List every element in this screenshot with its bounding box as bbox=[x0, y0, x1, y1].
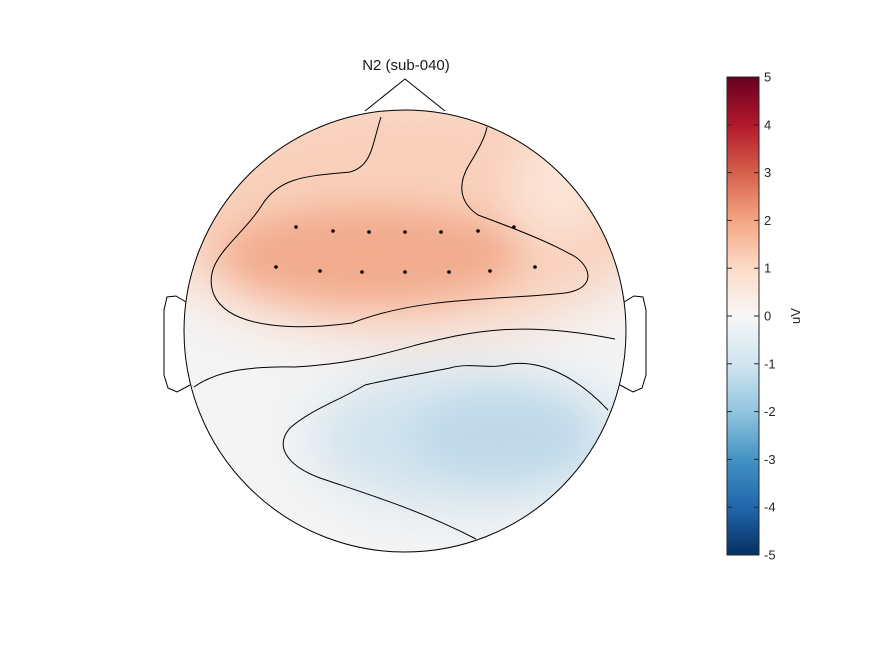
electrode-e13 bbox=[488, 269, 492, 273]
head-outline bbox=[183, 109, 627, 553]
contour-line-neg1uV bbox=[282, 362, 609, 540]
colorbar bbox=[726, 76, 760, 556]
electrode-e3 bbox=[367, 230, 371, 234]
electrode-e4 bbox=[403, 230, 407, 234]
colorbar-ticks: 5 4 3 2 1 0 -1 -2 -3 -4 -5 bbox=[727, 70, 776, 563]
right-frontal-lighter-region bbox=[510, 130, 610, 240]
electrode-e7 bbox=[512, 225, 516, 229]
chart-title: N2 (sub-040) bbox=[362, 57, 450, 74]
colorbar-tick-label: 4 bbox=[764, 117, 771, 132]
contour-line-1uV bbox=[210, 116, 589, 328]
nose-outline bbox=[364, 78, 446, 112]
electrode-e1 bbox=[294, 225, 298, 229]
electrode-e2 bbox=[331, 229, 335, 233]
electrode-e8 bbox=[274, 265, 278, 269]
electrode-e10 bbox=[360, 270, 364, 274]
colorbar-tick-label: 5 bbox=[764, 70, 771, 85]
colorbar-tick-label: 0 bbox=[764, 309, 771, 324]
colorbar-tick-label: 2 bbox=[764, 213, 771, 228]
electrode-e9 bbox=[318, 269, 322, 273]
colorbar-tick-label: -2 bbox=[764, 404, 776, 419]
electrode-e11 bbox=[403, 270, 407, 274]
frontal-peak-region bbox=[220, 207, 520, 303]
colorbar-tick-label: 1 bbox=[764, 261, 771, 276]
electrode-e6 bbox=[476, 229, 480, 233]
electrode-markers bbox=[274, 225, 537, 274]
colorbar-tick-label: -5 bbox=[764, 548, 776, 563]
parietal-trough-region bbox=[415, 395, 585, 475]
colorbar-tick-label: -1 bbox=[764, 356, 776, 371]
contour-line-0uV bbox=[193, 328, 616, 388]
left-ear-outline bbox=[163, 295, 191, 393]
colorbar-label: uV bbox=[788, 308, 803, 324]
right-ear-outline bbox=[619, 295, 647, 393]
electrode-e12 bbox=[447, 270, 451, 274]
colorbar-tick-label: -3 bbox=[764, 452, 776, 467]
scalp-field bbox=[184, 110, 626, 552]
colorbar-tick-label: 3 bbox=[764, 165, 771, 180]
colorbar-tick-label: -4 bbox=[764, 500, 776, 515]
electrode-e14 bbox=[533, 265, 537, 269]
electrode-e5 bbox=[439, 230, 443, 234]
